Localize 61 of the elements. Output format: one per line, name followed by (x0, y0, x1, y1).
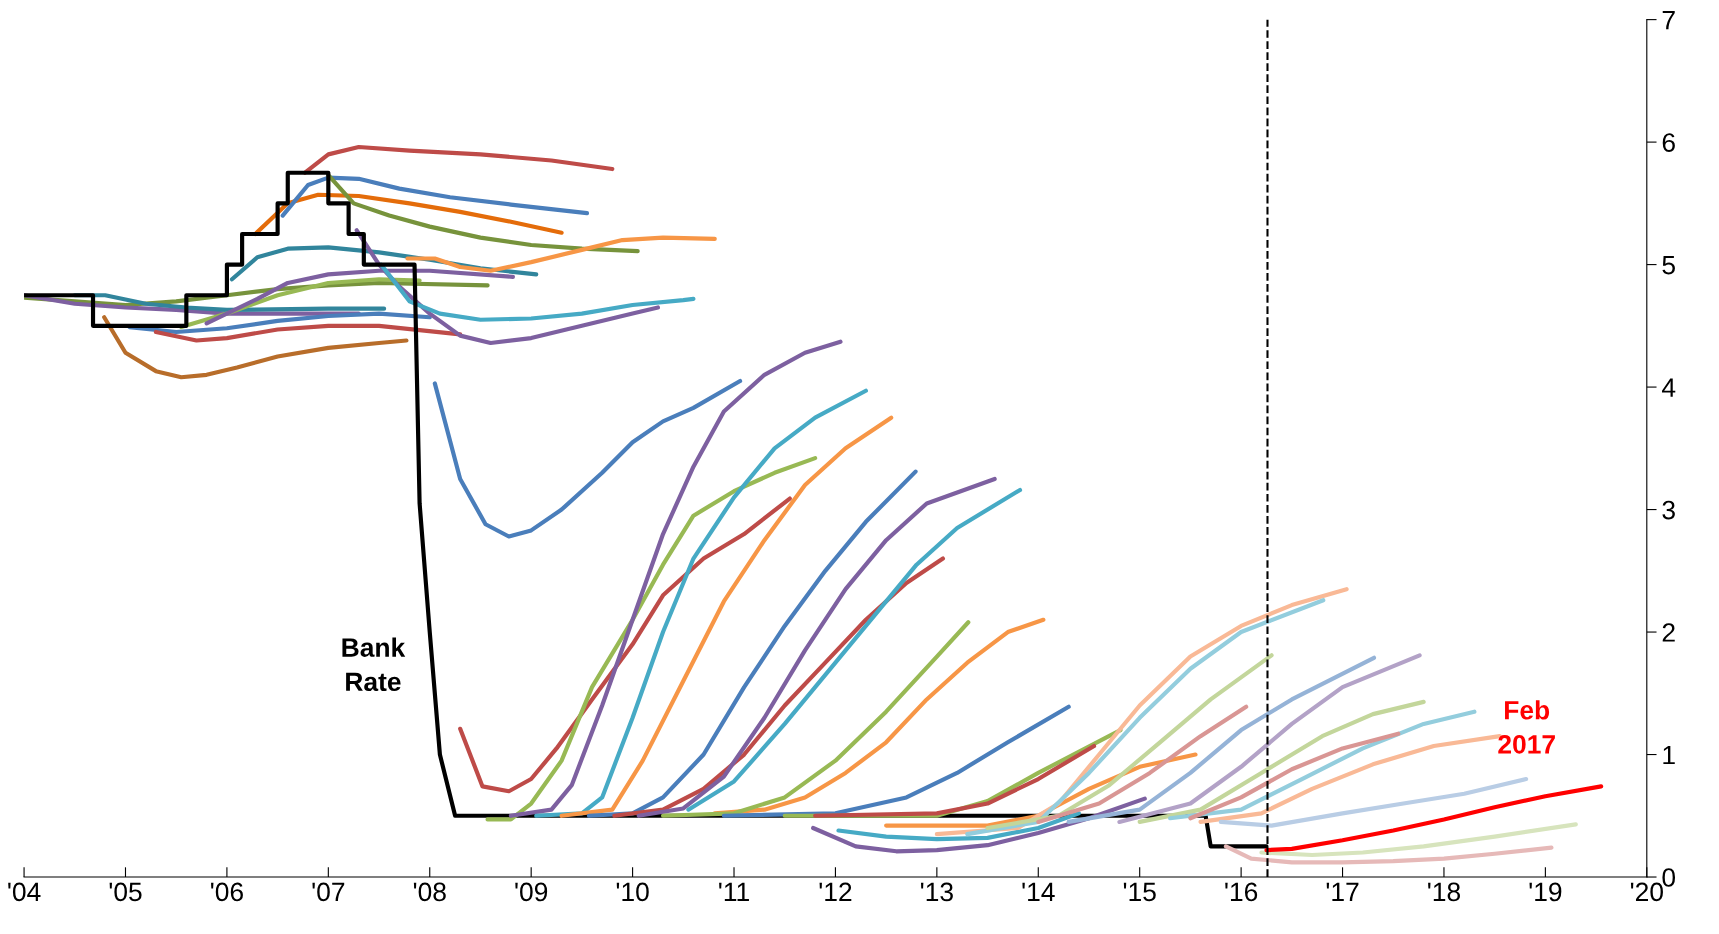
line-series (1137, 699, 1426, 824)
line-series (636, 476, 997, 818)
y-tick-label: 1 (1663, 745, 1675, 765)
y-tick-label: 2 (1662, 623, 1675, 642)
line-series (1188, 731, 1401, 821)
line-series (559, 415, 894, 818)
line-series (432, 378, 743, 539)
line-series (1168, 709, 1477, 821)
x-tick-label: '07 (312, 882, 345, 902)
line-series (985, 653, 1274, 831)
x-tick-label: '06 (211, 882, 243, 902)
line-series (127, 311, 432, 335)
x-tick-label: '17 (1326, 882, 1359, 902)
line-series (1223, 844, 1554, 865)
x-tick-label: '09 (515, 882, 548, 902)
x-tick-label: '11 (719, 882, 749, 902)
line-series (508, 339, 843, 818)
x-tick-label: '12 (819, 882, 852, 902)
line-series (1264, 784, 1604, 853)
line-series (153, 323, 463, 343)
line-series (712, 617, 1046, 816)
x-tick-label: '16 (1225, 882, 1258, 902)
line-series (378, 262, 696, 322)
x-tick-label: '20 (1630, 882, 1663, 902)
line-series (102, 315, 409, 380)
line-series (458, 496, 792, 794)
line-series (836, 811, 1081, 842)
x-tick-label: '18 (1428, 882, 1461, 902)
line-series (534, 388, 868, 818)
x-tick-label: '05 (109, 882, 142, 902)
line-series (1259, 822, 1578, 858)
y-tick-label: 4 (1661, 378, 1676, 397)
line-series (813, 743, 1097, 818)
line-series (965, 598, 1326, 837)
line-series (586, 469, 918, 818)
x-tick-label: '13 (921, 882, 953, 902)
y-tick-label: 3 (1662, 500, 1675, 520)
x-tick-label: '15 (1123, 882, 1156, 902)
x-tick-label: '08 (413, 882, 446, 902)
y-tick-label: 5 (1662, 256, 1675, 275)
x-tick-label: '19 (1529, 882, 1562, 902)
line-series (721, 704, 1071, 818)
line-series (1066, 655, 1377, 824)
x-tick-label: '10 (616, 882, 649, 902)
y-tick-label: 7 (1662, 11, 1675, 30)
line-series (1218, 776, 1529, 828)
annotation: Bank Rate (342, 637, 406, 692)
x-tick-label: '04 (8, 882, 41, 902)
line-series (686, 487, 1023, 812)
line-series (485, 456, 818, 822)
y-tick-label: 6 (1662, 133, 1675, 152)
line-series (1117, 653, 1422, 824)
y-tick-label: 0 (1662, 868, 1676, 887)
line-series (253, 192, 564, 237)
line-series (280, 175, 590, 218)
x-tick-label: '14 (1022, 882, 1055, 902)
annotation: Feb 2017 (1498, 700, 1555, 754)
line-series (405, 235, 717, 273)
line-series (660, 620, 971, 818)
line-series (811, 796, 1147, 854)
line-series (1036, 704, 1249, 824)
